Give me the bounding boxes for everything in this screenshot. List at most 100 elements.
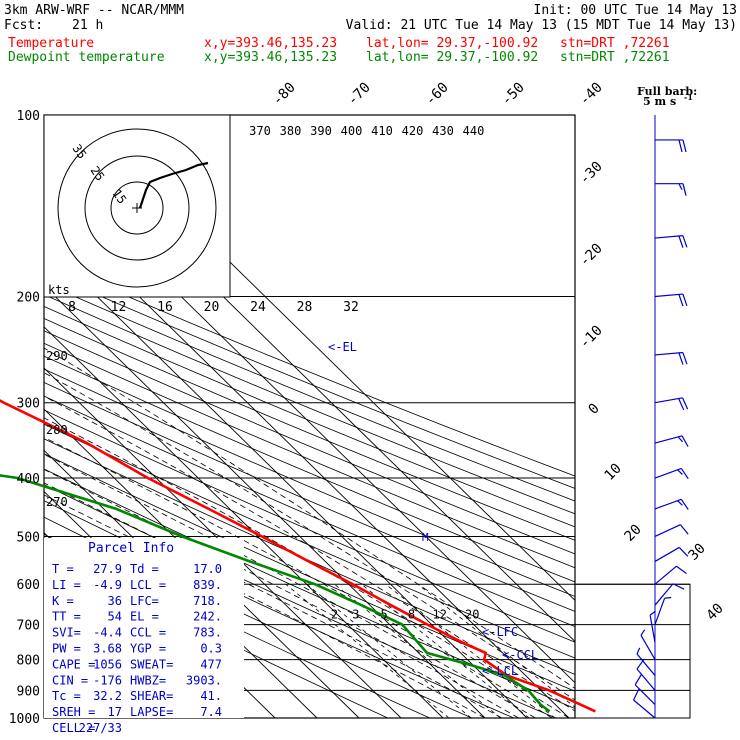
moist-adiabat <box>44 417 570 718</box>
parcel-field-value: 477 <box>200 657 222 671</box>
wind-barb-feather <box>664 596 672 599</box>
theta-label: 390 <box>310 124 332 138</box>
dry-adiabat <box>44 342 575 569</box>
wind-barb-feather <box>672 583 685 590</box>
wind-barb-feather <box>680 498 689 510</box>
parcel-field-label: CAPE = <box>52 657 95 671</box>
storm-motion-marker: M <box>422 531 429 544</box>
lcl-marker: <-LCL <box>482 664 518 678</box>
wind-barb-staff <box>640 635 656 660</box>
parcel-field-label: T = <box>52 562 74 576</box>
barb-key-line2: 5 m s <box>643 95 676 108</box>
wind-barb-staff <box>654 524 681 538</box>
temperature-legend: Temperature <box>8 36 95 51</box>
wind-barb-feather <box>676 565 687 574</box>
dry-adiabat <box>44 395 575 628</box>
pressure-label: 400 <box>17 472 40 487</box>
parcel-field-value: 36 <box>108 594 122 608</box>
wind-barb-feather <box>636 647 641 655</box>
barb-frame <box>575 583 691 719</box>
parcel-field-value: 17 <box>108 705 122 719</box>
hodograph-speed-label: 28 <box>297 300 313 315</box>
parcel-field-label: SHEAR= <box>130 689 173 703</box>
hodograph-speed-label: 24 <box>250 300 266 315</box>
forecast-label: Fcst: <box>4 18 44 33</box>
hodograph-ring <box>110 181 164 235</box>
parcel-field-value: 32.2 <box>93 689 122 703</box>
parcel-field-label: CELL = <box>52 721 95 735</box>
parcel-field-value: 227/33 <box>79 721 122 735</box>
lfc-marker: <-LFC <box>482 625 518 639</box>
valid-time: Valid: 21 UTC Tue 14 May 13 (15 MDT Tue … <box>345 18 737 33</box>
dewpoint-profile <box>0 474 551 713</box>
parcel-field-label: LFC= <box>130 594 159 608</box>
parcel-field-value: -176 <box>93 673 122 687</box>
hodograph-ring-label: 35 <box>70 142 90 162</box>
parcel-field-label: LCL = <box>130 578 166 592</box>
isotherm-label: 20 <box>622 522 645 545</box>
isotherm-line <box>44 367 402 718</box>
parcel-field-label: PW = <box>52 642 81 656</box>
mixing-ratio-label: 12 <box>433 608 447 622</box>
parcel-field-value: 783. <box>193 626 222 640</box>
isotherm-label: 10 <box>602 461 625 484</box>
isotherm-label: 30 <box>686 541 709 564</box>
dry-adiabat <box>44 260 575 477</box>
temperature-station: stn=DRT ,72261 <box>560 36 670 51</box>
parcel-field-label: K = <box>52 594 74 608</box>
theta-label: 400 <box>341 124 363 138</box>
theta-label: 380 <box>280 124 302 138</box>
wind-barb-feather <box>640 629 646 636</box>
dry-adiabat <box>44 368 575 597</box>
forecast-hour: 21 h <box>72 18 104 33</box>
isotherm-label: -50 <box>499 80 528 109</box>
wind-barb-staff <box>654 565 677 585</box>
parcel-field-label: SVI= <box>52 626 81 640</box>
parcel-field-value: 242. <box>193 610 222 624</box>
wind-barb-staff <box>654 397 683 404</box>
hodograph-speed-label: 12 <box>111 300 127 315</box>
dry-adiabat <box>44 318 575 541</box>
barb-key-line1: Full barb: <box>637 85 697 98</box>
wind-barb-feather <box>633 688 640 701</box>
wind-barb-feather <box>678 398 685 411</box>
dry-adiabat <box>44 409 575 643</box>
isotherm-label: -60 <box>423 80 452 109</box>
wind-barb-feather <box>678 352 684 365</box>
wind-barb-staff <box>654 293 683 298</box>
wind-barb-feather <box>649 610 656 616</box>
mixing-ratio-label: 20 <box>465 608 479 622</box>
wind-barb-feather <box>677 469 683 475</box>
dry-adiabat <box>44 282 575 502</box>
wind-barb-staff <box>636 653 656 676</box>
wind-barb-feather <box>678 235 684 248</box>
parcel-field-value: 0.3 <box>200 642 222 656</box>
parcel-field-label: EL = <box>130 610 159 624</box>
hodograph-speed-label: 32 <box>343 300 359 315</box>
dry-adiabat <box>44 294 575 515</box>
hodograph-speed-label: 16 <box>157 300 173 315</box>
pressure-label: 800 <box>17 654 40 669</box>
pressure-label: 900 <box>17 684 40 699</box>
dry-adiabat <box>44 271 575 489</box>
parcel-field-label: YGP = <box>130 642 166 656</box>
wind-barb-staff <box>649 614 656 643</box>
isotherm-label: 0 <box>586 401 603 418</box>
parcel-field-value: 7.4 <box>200 705 222 719</box>
mixing-ratio-label: 2 <box>331 608 338 622</box>
plot-frame <box>43 114 576 719</box>
parcel-field-label: SREH = <box>52 705 95 719</box>
parcel-field-value: 718. <box>193 594 222 608</box>
wind-barb-staff <box>654 467 682 479</box>
hodograph-units: kts <box>48 283 70 297</box>
parcel-field-value: -4.9 <box>93 578 122 592</box>
wind-barb-feather <box>682 139 687 153</box>
init-time: Init: 00 UTC Tue 14 May 13 <box>533 3 738 18</box>
parcel-field-label: Td = <box>130 562 159 576</box>
wind-barb-feather <box>682 352 688 365</box>
wind-barb-feather <box>677 436 684 443</box>
wind-barb-feather <box>678 139 683 153</box>
wind-barb-feather <box>634 673 643 686</box>
parcel-field-label: LI = <box>52 578 81 592</box>
theta-label: 410 <box>371 124 393 138</box>
